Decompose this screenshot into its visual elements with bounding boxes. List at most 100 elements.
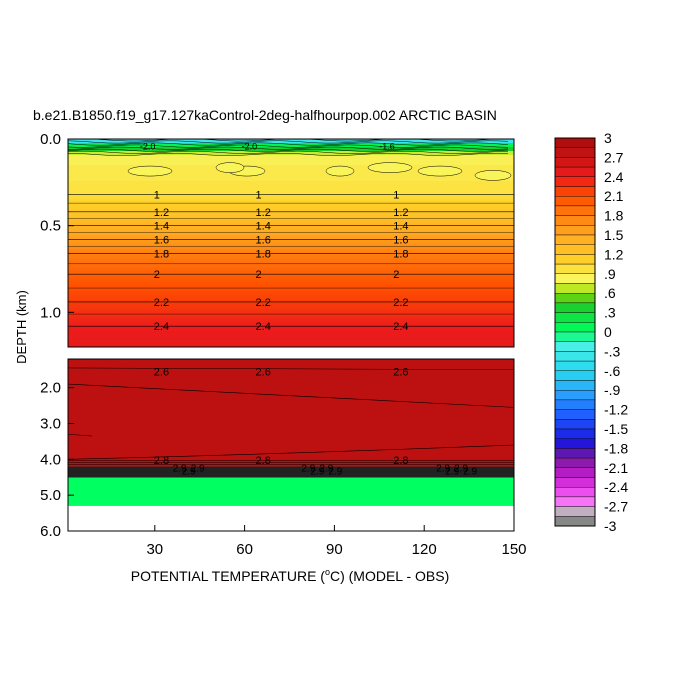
field-band bbox=[68, 209, 514, 212]
colorbar-box bbox=[554, 186, 596, 197]
colorbar-box bbox=[554, 302, 596, 313]
field-band bbox=[68, 345, 514, 347]
field-band bbox=[68, 187, 514, 190]
y-axis-label: DEPTH (km) bbox=[14, 290, 29, 364]
seafloor-contour-label: 2.9 bbox=[173, 464, 187, 475]
colorbar-box bbox=[554, 457, 596, 469]
surface-contour-label: -2.0 bbox=[140, 141, 156, 151]
contour-label: 2 bbox=[393, 269, 399, 281]
field-band bbox=[68, 157, 514, 160]
field-band bbox=[68, 295, 514, 298]
contour-label: 1.4 bbox=[154, 221, 169, 233]
colorbar-label: -2.7 bbox=[604, 499, 628, 515]
contour-blob bbox=[127, 165, 173, 177]
x-axis-label-main: POTENTIAL TEMPERATURE ( bbox=[131, 568, 326, 584]
field-band bbox=[68, 185, 514, 188]
upper-depth-panel: 1 1 11.2 1.2 1.21.4 1.4 1.41.6 1.6 1.61.8 1.8 1.82… bbox=[67, 138, 515, 348]
colorbar-label: 1.2 bbox=[604, 246, 624, 262]
field-band bbox=[68, 233, 514, 236]
field-band bbox=[68, 307, 514, 310]
field-band bbox=[68, 305, 514, 308]
contour-label: 2.8 bbox=[393, 455, 408, 467]
contour-blob bbox=[474, 170, 512, 181]
contour-label: 2 bbox=[154, 269, 160, 281]
field-band bbox=[68, 293, 514, 296]
field-band bbox=[68, 195, 514, 198]
surface-contour-line bbox=[68, 139, 504, 142]
field-band bbox=[68, 223, 514, 226]
colorbar-label: -1.2 bbox=[604, 402, 628, 418]
x-tick-label: 120 bbox=[412, 541, 437, 558]
seafloor-contour-label: 2.9 bbox=[191, 464, 205, 475]
contour-line bbox=[68, 444, 514, 460]
contour-label: 2.2 bbox=[256, 297, 271, 309]
contour-blob bbox=[417, 165, 463, 177]
surface-contour-line bbox=[68, 140, 509, 144]
field-band bbox=[68, 177, 514, 180]
seafloor-band bbox=[68, 466, 514, 478]
colorbar-label: -.9 bbox=[604, 382, 621, 398]
field-band bbox=[68, 309, 514, 312]
field-band bbox=[68, 265, 514, 268]
x-tick-label: 60 bbox=[236, 541, 253, 558]
contour-label: 1.2 bbox=[154, 207, 169, 219]
contour-label: 2.8 bbox=[256, 455, 271, 467]
field-band bbox=[68, 327, 514, 330]
y-tick-label: 1.0 bbox=[40, 304, 61, 321]
field-band bbox=[68, 257, 514, 260]
colorbar-box bbox=[554, 409, 596, 420]
field-band bbox=[68, 155, 514, 158]
seafloor-contour-label: 2.9 bbox=[182, 467, 196, 478]
y-tick-label: 4.0 bbox=[40, 451, 61, 468]
y-tick-label: 2.0 bbox=[40, 380, 61, 397]
field-band bbox=[68, 171, 514, 174]
field-band bbox=[68, 235, 514, 238]
field-band bbox=[68, 139, 514, 142]
field-band bbox=[68, 285, 514, 288]
x-axis-label-superscript: o bbox=[325, 567, 330, 577]
colorbar-box bbox=[554, 487, 596, 498]
field-band bbox=[68, 337, 514, 340]
field-band bbox=[68, 281, 514, 284]
field-band bbox=[68, 175, 514, 178]
contour-label: 1.6 bbox=[154, 235, 169, 247]
colorbar-box bbox=[554, 360, 596, 372]
contour-label: 2.4 bbox=[154, 321, 169, 333]
seafloor-contour-label: 2.9 bbox=[445, 467, 459, 478]
surface-contour-line bbox=[68, 144, 509, 148]
x-axis-label: POTENTIAL TEMPERATURE (oC) (MODEL - OBS) bbox=[131, 567, 450, 584]
contour-label: 2 bbox=[256, 269, 262, 281]
field-band bbox=[68, 243, 514, 246]
field-band bbox=[68, 205, 514, 208]
contour-line bbox=[68, 367, 514, 370]
colorbar-box bbox=[554, 215, 596, 226]
colorbar-label: 2.1 bbox=[604, 188, 624, 204]
contour-label: 1 bbox=[393, 189, 399, 201]
field-band bbox=[68, 323, 514, 326]
colorbar-box bbox=[554, 341, 596, 352]
field-band bbox=[68, 247, 514, 250]
lower-field: 2.62.82.62.82.62.82.92.92.9 2.92.92.92.9 2… bbox=[68, 359, 514, 506]
field-band bbox=[68, 229, 514, 232]
colorbar-box bbox=[554, 516, 596, 527]
upper-field: 1 1 11.2 1.2 1.21.4 1.4 1.41.6 1.6 1.61.8 1.8 1.82… bbox=[68, 139, 514, 347]
colorbar-label: -2.1 bbox=[604, 460, 628, 476]
field-band bbox=[68, 259, 514, 262]
contour-label: 1 bbox=[256, 189, 262, 201]
colorbar-box bbox=[554, 370, 596, 381]
field-band bbox=[68, 159, 514, 162]
colorbar-box bbox=[554, 263, 596, 275]
field-band bbox=[68, 335, 514, 338]
seafloor-contour-label: 2.9 bbox=[319, 464, 333, 475]
field-band bbox=[68, 145, 514, 148]
x-tick-label: 30 bbox=[146, 541, 163, 558]
field-band bbox=[68, 301, 514, 304]
contour-label: 2.4 bbox=[393, 321, 408, 333]
field-band bbox=[68, 231, 514, 234]
x-axis: 30 60 90 120 150 bbox=[146, 525, 527, 558]
colorbar-box bbox=[554, 448, 596, 459]
contour-label: 1.2 bbox=[256, 207, 271, 219]
field-band bbox=[68, 319, 514, 322]
contour-blob bbox=[325, 165, 355, 177]
